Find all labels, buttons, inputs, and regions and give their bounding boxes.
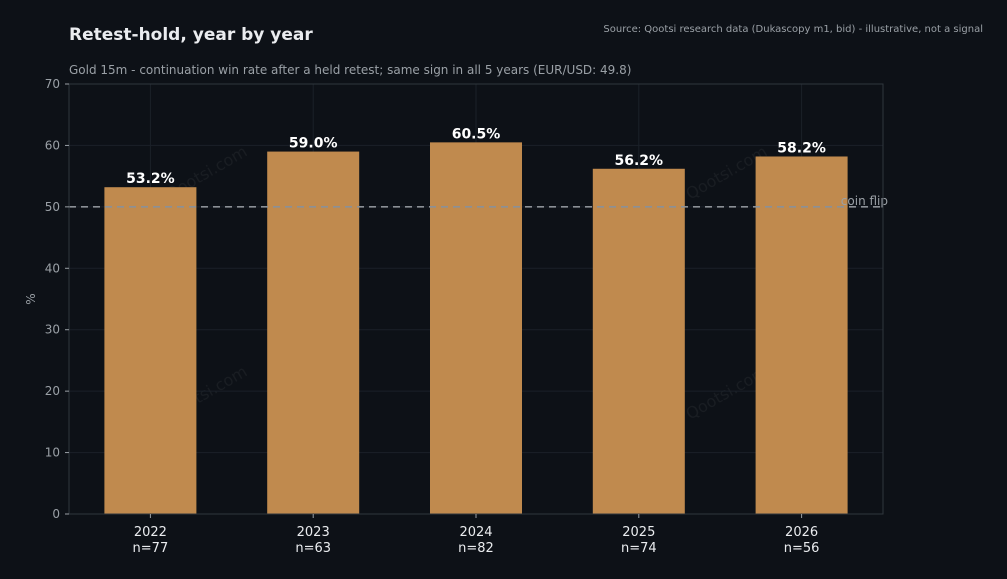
y-tick-label: 50 <box>45 200 60 214</box>
x-tick-label: 2023 <box>297 525 330 540</box>
data-label: 60.5% <box>452 126 501 142</box>
x-tick-sample-size: n=56 <box>784 541 820 556</box>
bar-2023 <box>267 151 360 515</box>
bar-2024 <box>430 142 522 514</box>
source-note: Source: Qootsi research data (Dukascopy … <box>603 24 983 35</box>
bars-layer <box>104 142 848 515</box>
x-tick-label: 2024 <box>459 525 492 540</box>
y-tick-label: 30 <box>45 323 60 337</box>
data-label: 53.2% <box>126 171 175 187</box>
bar-2025 <box>592 168 685 514</box>
y-tick-label: 70 <box>45 77 60 91</box>
x-tick-label: 2022 <box>134 525 167 540</box>
x-tick-label: 2026 <box>785 525 818 540</box>
x-tick-sample-size: n=74 <box>621 541 657 556</box>
y-tick-label: 60 <box>45 138 60 152</box>
x-tick-label: 2025 <box>622 525 655 540</box>
x-tick-sample-size: n=63 <box>295 541 331 556</box>
bar-2026 <box>755 156 848 514</box>
labels-layer: 53.2% 59.0% 60.5% 56.2% 58.2% <box>126 126 826 187</box>
y-tick-label: 20 <box>45 384 60 398</box>
y-tick-label: 40 <box>45 261 60 275</box>
data-label: 59.0% <box>289 136 338 152</box>
data-label: 56.2% <box>615 153 664 169</box>
x-tick-sample-size: n=77 <box>133 541 169 556</box>
bar-2022 <box>104 187 197 514</box>
x-tick-sample-size: n=82 <box>458 541 494 556</box>
y-tick-label: 10 <box>45 446 60 460</box>
y-axis-label: % <box>24 293 38 304</box>
reference-line-layer: coin flip <box>69 194 888 208</box>
data-label: 58.2% <box>777 140 826 156</box>
reference-line-label: coin flip <box>841 194 888 208</box>
y-tick-label: 0 <box>52 507 60 521</box>
chart-subtitle: Gold 15m - continuation win rate after a… <box>69 63 632 77</box>
chart-title: Retest-hold, year by year <box>69 25 313 45</box>
